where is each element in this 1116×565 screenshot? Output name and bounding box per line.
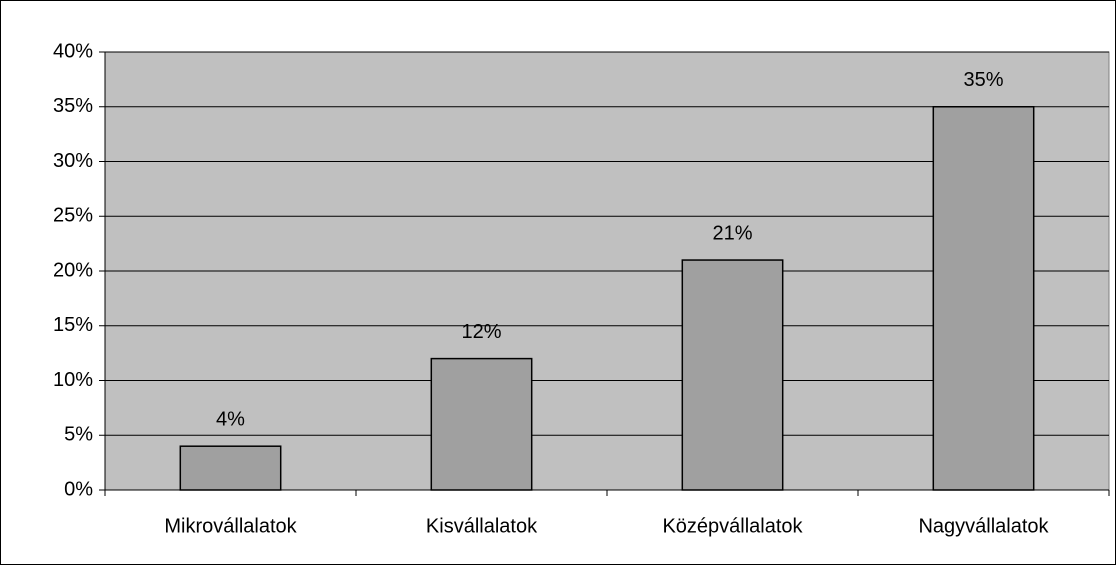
x-tick-label: Mikrovállalatok bbox=[164, 515, 297, 537]
bar bbox=[932, 106, 1035, 491]
y-tick-label: 35% bbox=[53, 95, 93, 117]
y-tick-label: 20% bbox=[53, 259, 93, 281]
y-tick-label: 0% bbox=[64, 478, 93, 500]
bar bbox=[430, 357, 533, 491]
bar bbox=[681, 259, 784, 491]
x-tick-label: Kisvállalatok bbox=[426, 515, 538, 537]
data-label: 35% bbox=[963, 69, 1003, 91]
data-label: 12% bbox=[461, 321, 501, 343]
y-tick-label: 40% bbox=[53, 40, 93, 62]
y-tick-label: 25% bbox=[53, 205, 93, 227]
y-tick-label: 5% bbox=[64, 424, 93, 446]
y-tick-label: 30% bbox=[53, 150, 93, 172]
data-label: 4% bbox=[216, 408, 245, 430]
y-tick-label: 10% bbox=[53, 369, 93, 391]
data-label: 21% bbox=[712, 222, 752, 244]
x-tick-label: Középvállalatok bbox=[662, 515, 803, 537]
x-tick-label: Nagyvállalatok bbox=[918, 515, 1049, 537]
bar bbox=[179, 445, 282, 491]
y-tick-label: 15% bbox=[53, 314, 93, 336]
